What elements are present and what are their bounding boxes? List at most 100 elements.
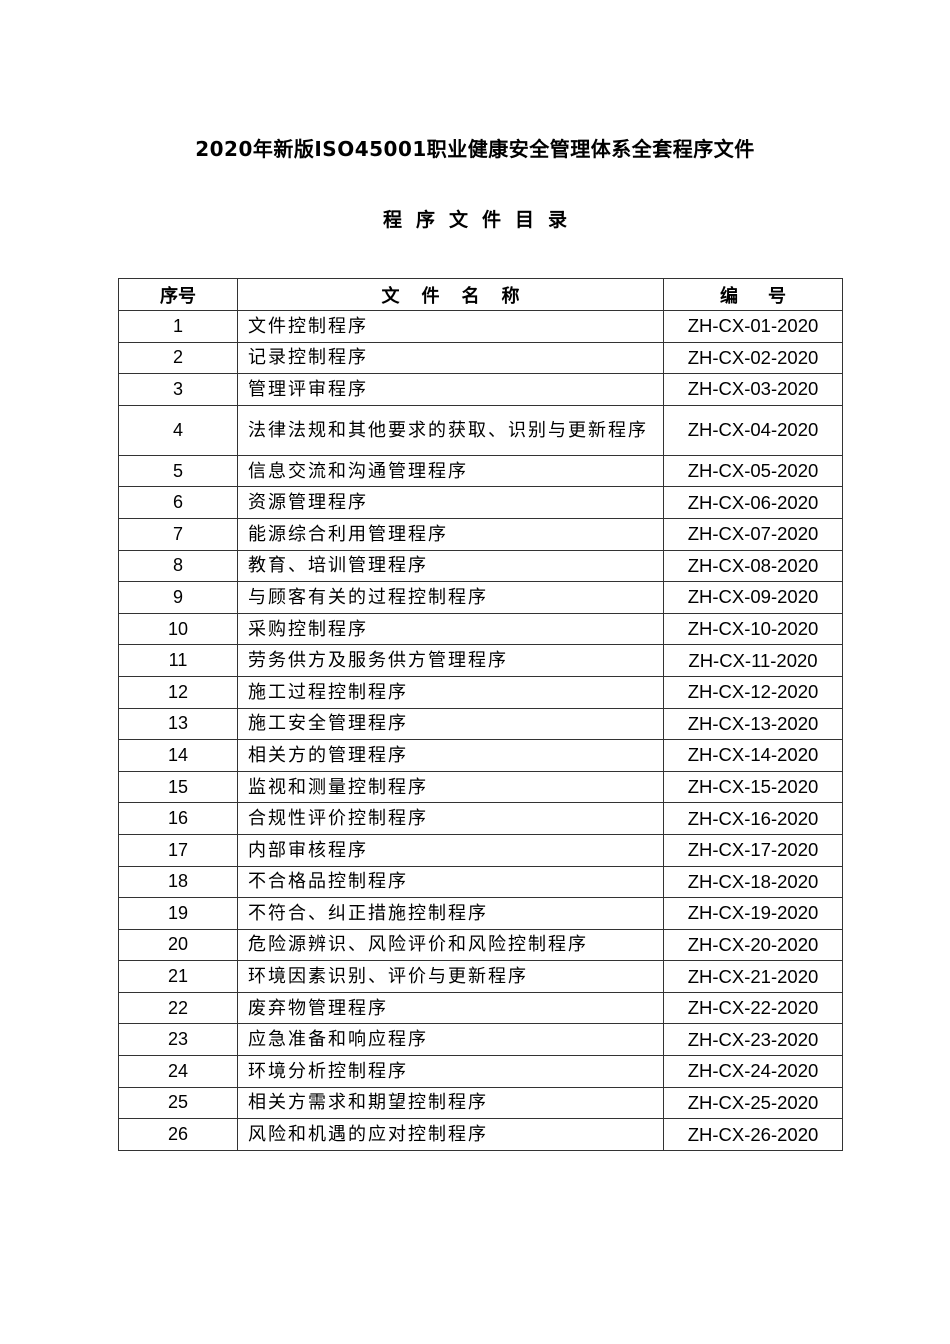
- row-file-name: 监视和测量控制程序: [237, 770, 664, 804]
- row-code: ZH-CX-08-2020: [663, 549, 843, 583]
- table-row: 19 不符合、纠正措施控制程序 ZH-CX-19-2020: [118, 897, 843, 930]
- row-code: ZH-CX-22-2020: [663, 991, 843, 1025]
- row-number: 11: [118, 644, 238, 677]
- row-code: ZH-CX-02-2020: [663, 341, 843, 375]
- row-code: ZH-CX-12-2020: [663, 675, 843, 709]
- row-file-name: 危险源辨识、风险评价和风险控制程序: [237, 928, 664, 962]
- table-row: 8 教育、培训管理程序 ZH-CX-08-2020: [118, 549, 843, 583]
- row-number: 24: [118, 1055, 238, 1088]
- row-code: ZH-CX-11-2020: [663, 644, 843, 677]
- row-number: 20: [118, 928, 238, 962]
- table-row: 14 相关方的管理程序 ZH-CX-14-2020: [118, 739, 843, 772]
- row-code: ZH-CX-24-2020: [663, 1055, 843, 1088]
- table-row: 15 监视和测量控制程序 ZH-CX-15-2020: [118, 770, 843, 804]
- row-file-name: 教育、培训管理程序: [237, 549, 664, 583]
- row-code: ZH-CX-01-2020: [663, 310, 843, 343]
- row-file-name: 不合格品控制程序: [237, 865, 664, 899]
- row-number: 10: [118, 612, 238, 646]
- table-row: 21 环境因素识别、评价与更新程序 ZH-CX-21-2020: [118, 960, 843, 993]
- table-header-row: 序号 文件名称 编号: [118, 278, 843, 311]
- row-number: 15: [118, 770, 238, 804]
- table-row: 18 不合格品控制程序 ZH-CX-18-2020: [118, 865, 843, 899]
- table-row: 22 废弃物管理程序 ZH-CX-22-2020: [118, 991, 843, 1025]
- table-row: 12 施工过程控制程序 ZH-CX-12-2020: [118, 675, 843, 709]
- row-number: 21: [118, 960, 238, 993]
- row-number: 17: [118, 833, 238, 867]
- document-title: 2020年新版ISO45001职业健康安全管理体系全套程序文件: [195, 137, 755, 161]
- row-number: 18: [118, 865, 238, 899]
- table-row: 4 法律法规和其他要求的获取、识别与更新程序 ZH-CX-04-2020: [118, 404, 843, 456]
- table-row: 16 合规性评价控制程序 ZH-CX-16-2020: [118, 802, 843, 835]
- table-row: 17 内部审核程序 ZH-CX-17-2020: [118, 833, 843, 867]
- row-number: 22: [118, 991, 238, 1025]
- row-number: 6: [118, 486, 238, 519]
- table-row: 7 能源综合利用管理程序 ZH-CX-07-2020: [118, 517, 843, 551]
- row-number: 8: [118, 549, 238, 583]
- row-code: ZH-CX-16-2020: [663, 802, 843, 835]
- row-file-name: 施工过程控制程序: [237, 675, 664, 709]
- row-number: 5: [118, 454, 238, 488]
- row-code: ZH-CX-21-2020: [663, 960, 843, 993]
- row-file-name: 记录控制程序: [237, 341, 664, 375]
- row-code: ZH-CX-10-2020: [663, 612, 843, 646]
- row-code: ZH-CX-25-2020: [663, 1086, 843, 1120]
- row-file-name: 法律法规和其他要求的获取、识别与更新程序: [237, 404, 664, 456]
- table-row: 1 文件控制程序 ZH-CX-01-2020: [118, 310, 843, 343]
- row-code: ZH-CX-14-2020: [663, 739, 843, 772]
- row-code: ZH-CX-26-2020: [663, 1118, 843, 1151]
- row-file-name: 采购控制程序: [237, 612, 664, 646]
- row-code: ZH-CX-19-2020: [663, 897, 843, 930]
- row-code: ZH-CX-20-2020: [663, 928, 843, 962]
- row-number: 3: [118, 373, 238, 406]
- table-row: 3 管理评审程序 ZH-CX-03-2020: [118, 373, 843, 406]
- row-file-name: 劳务供方及服务供方管理程序: [237, 644, 664, 677]
- row-file-name: 信息交流和沟通管理程序: [237, 454, 664, 488]
- table-row: 2 记录控制程序 ZH-CX-02-2020: [118, 341, 843, 375]
- document-subtitle: 程序文件目录: [382, 209, 581, 231]
- row-number: 25: [118, 1086, 238, 1120]
- table-row: 5 信息交流和沟通管理程序 ZH-CX-05-2020: [118, 454, 843, 488]
- header-number: 序号: [118, 278, 238, 311]
- table-row: 25 相关方需求和期望控制程序 ZH-CX-25-2020: [118, 1086, 843, 1120]
- row-code: ZH-CX-13-2020: [663, 707, 843, 741]
- header-code: 编号: [663, 278, 843, 311]
- row-file-name: 施工安全管理程序: [237, 707, 664, 741]
- row-number: 1: [118, 310, 238, 343]
- table-row: 26 风险和机遇的应对控制程序 ZH-CX-26-2020: [118, 1118, 843, 1151]
- row-number: 26: [118, 1118, 238, 1151]
- row-file-name: 合规性评价控制程序: [237, 802, 664, 835]
- row-file-name: 应急准备和响应程序: [237, 1023, 664, 1057]
- table-row: 10 采购控制程序 ZH-CX-10-2020: [118, 612, 843, 646]
- row-number: 12: [118, 675, 238, 709]
- row-file-name: 相关方需求和期望控制程序: [237, 1086, 664, 1120]
- table-body: 1 文件控制程序 ZH-CX-01-2020 2 记录控制程序 ZH-CX-02-2020…: [118, 310, 843, 1151]
- table-row: 9 与顾客有关的过程控制程序 ZH-CX-09-2020: [118, 581, 843, 614]
- row-code: ZH-CX-07-2020: [663, 517, 843, 551]
- row-number: 2: [118, 341, 238, 375]
- table-row: 11 劳务供方及服务供方管理程序 ZH-CX-11-2020: [118, 644, 843, 677]
- table-row: 20 危险源辨识、风险评价和风险控制程序 ZH-CX-20-2020: [118, 928, 843, 962]
- row-code: ZH-CX-23-2020: [663, 1023, 843, 1057]
- row-file-name: 风险和机遇的应对控制程序: [237, 1118, 664, 1151]
- row-code: ZH-CX-15-2020: [663, 770, 843, 804]
- row-number: 16: [118, 802, 238, 835]
- row-file-name: 环境分析控制程序: [237, 1055, 664, 1088]
- row-number: 9: [118, 581, 238, 614]
- table-row: 13 施工安全管理程序 ZH-CX-13-2020: [118, 707, 843, 741]
- table-row: 6 资源管理程序 ZH-CX-06-2020: [118, 486, 843, 519]
- row-number: 7: [118, 517, 238, 551]
- row-code: ZH-CX-05-2020: [663, 454, 843, 488]
- row-number: 4: [118, 404, 238, 456]
- row-code: ZH-CX-06-2020: [663, 486, 843, 519]
- row-file-name: 与顾客有关的过程控制程序: [237, 581, 664, 614]
- row-number: 19: [118, 897, 238, 930]
- row-file-name: 文件控制程序: [237, 310, 664, 343]
- procedure-index-table: 序号 文件名称 编号 1 文件控制程序 ZH-CX-01-2020 2 记录控制程序 ZH…: [118, 278, 843, 1151]
- row-code: ZH-CX-09-2020: [663, 581, 843, 614]
- row-file-name: 环境因素识别、评价与更新程序: [237, 960, 664, 993]
- row-file-name: 废弃物管理程序: [237, 991, 664, 1025]
- table-row: 24 环境分析控制程序 ZH-CX-24-2020: [118, 1055, 843, 1088]
- row-code: ZH-CX-18-2020: [663, 865, 843, 899]
- row-number: 14: [118, 739, 238, 772]
- table-row: 23 应急准备和响应程序 ZH-CX-23-2020: [118, 1023, 843, 1057]
